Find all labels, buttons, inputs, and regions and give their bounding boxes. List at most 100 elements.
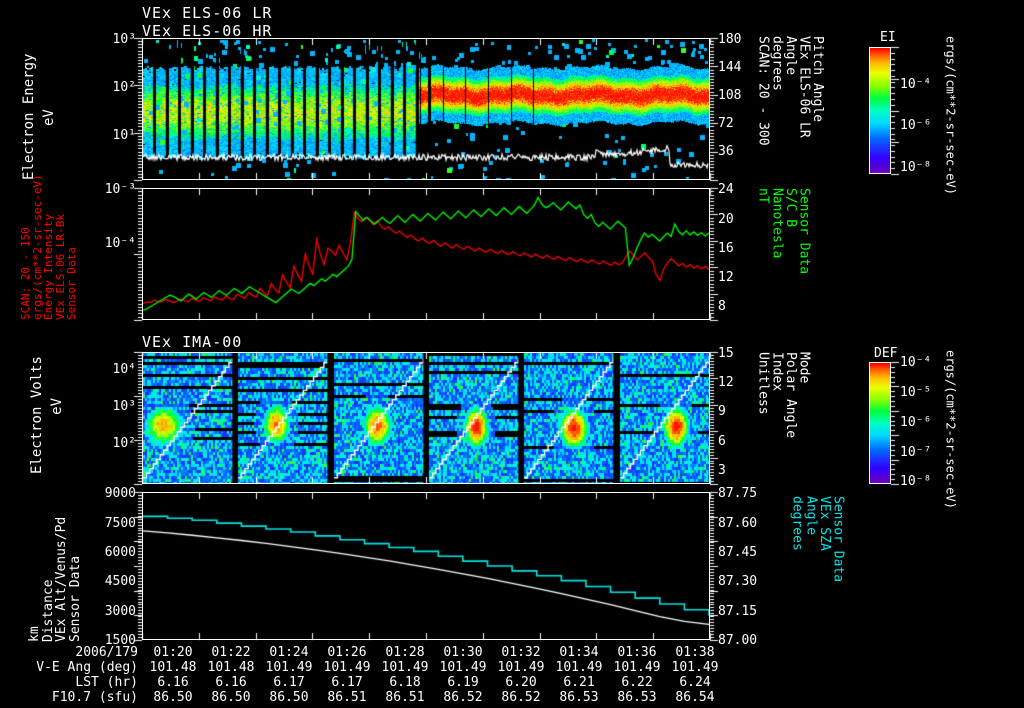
panel1-ytick-0: 10³ (112, 32, 136, 47)
colorbar1-tick-0: 10⁻⁴ (900, 77, 932, 92)
panel2-y2tick-2: 16 (718, 241, 734, 256)
panel1-left-axis-label: Electron Energy (21, 40, 37, 180)
panel2-y2tick-1: 20 (718, 212, 734, 227)
panel4-left-axis-line2: Distance (40, 579, 56, 642)
panel1-title-line1: VEx ELS-06 LR (142, 4, 273, 22)
panel1-y2tick-3: 72 (718, 116, 734, 131)
colorbar2-tick-2: 10⁻⁶ (900, 415, 932, 430)
colorbar1-tick-1: 10⁻⁶ (900, 118, 932, 133)
panel3-right-axis-line3: Unitless (755, 352, 771, 415)
panel4-ytick-3: 4500 (104, 574, 136, 589)
panel3-right-axis-label: Mode Polar Angle Index Unitless (755, 352, 812, 484)
panel3-y2tick-1: 12 (718, 375, 734, 390)
panel3-right-axis-line2: Index (769, 352, 785, 392)
panel2-left-axis-line2: Energy Intensity (42, 214, 56, 320)
table-cell: 6.20 (505, 675, 537, 690)
panel2-right-axis-label: Sensor Data S/C B Nanotesla nT (755, 188, 812, 320)
colorbar1-units: ergs/(cm**2-sr-sec-eV) (943, 36, 958, 195)
table-cell: 01:36 (617, 645, 657, 660)
table-cell: 86.53 (617, 690, 657, 705)
panel2-ytick-0: 10⁻³ (104, 182, 136, 197)
panel2-right-axis-line2: Nanotesla (769, 188, 785, 259)
panel1-right-axis-line0: Pitch Angle (810, 36, 826, 123)
panel4-right-axis-line2: Angle (803, 496, 819, 536)
panel4-ytick-1: 7500 (104, 516, 136, 531)
panel2-left-axis-line4: SCAN: 20 - 150 (19, 227, 32, 320)
panel2-y2tick-0: 24 (718, 182, 734, 197)
table-cell: 101.49 (439, 660, 487, 675)
table-cell: 101.49 (555, 660, 603, 675)
panel4-left-axis-line3: km (27, 626, 42, 642)
panel1-right-axis-label: Pitch Angle VEx ELS-06 LR Angle degrees … (756, 36, 826, 182)
panel3-plot-area[interactable] (142, 352, 710, 484)
panel2-right-axis-line0: Sensor Data (796, 188, 812, 275)
table-row-label: 2006/179 (75, 645, 138, 660)
table-row-label: V-E Ang (deg) (36, 660, 138, 675)
table-cell: 86.51 (385, 690, 425, 705)
table-cell: 86.50 (153, 690, 193, 705)
panel4-right-axis-line1: VEx SZA (816, 496, 832, 551)
panel3-ytick-0: 10⁴ (112, 362, 136, 377)
panel2-left-axis-line1: VEx ELS-06 LR-Bk (53, 214, 67, 320)
bottom-axis-table: 2006/179 01:20 01:22 01:24 01:26 01:28 01:30 01… (0, 645, 724, 705)
colorbar2-title: DEF (874, 346, 898, 361)
panel1-y2tick-2: 108 (718, 88, 742, 103)
panel1-ytick-1: 10² (112, 80, 136, 95)
panel3-y2tick-3: 6 (718, 434, 726, 449)
table-cell: 01:20 (153, 645, 193, 660)
table-cell: 01:32 (501, 645, 541, 660)
colorbar1-units-text: ergs/(cm**2-sr-sec-eV) (943, 36, 958, 195)
panel1-plot-area[interactable] (142, 38, 710, 180)
table-cell: 01:24 (269, 645, 309, 660)
colorbar1-title: EI (880, 30, 896, 45)
table-row-label: LST (hr) (75, 675, 138, 690)
table-cell: 86.52 (443, 690, 483, 705)
table-cell: 101.49 (613, 660, 661, 675)
table-cell: 6.19 (447, 675, 479, 690)
table-cell: 101.49 (497, 660, 545, 675)
table-cell: 86.51 (327, 690, 367, 705)
panel4-left-axis-label: Sensor Data VEx Alt/Venus/Pd Distance km (27, 496, 83, 642)
panel4-plot-area[interactable] (142, 492, 710, 640)
table-cell: 01:26 (327, 645, 367, 660)
table-cell: 101.48 (149, 660, 197, 675)
panel4-left-axis-line1: VEx Alt/Venus/Pd (54, 516, 70, 642)
panel2-right-axis-line3: nT (755, 188, 771, 204)
panel2-left-axis-line3: ergs/(cm**2-sr-sec-eV) (30, 174, 44, 320)
panel2-plot-area[interactable] (142, 188, 710, 320)
table-cell: 101.49 (265, 660, 313, 675)
panel1-y2tick-1: 144 (718, 60, 742, 75)
table-cell: 6.16 (157, 675, 189, 690)
table-row-date: 2006/179 01:20 01:22 01:24 01:26 01:28 01:30 01… (0, 645, 724, 660)
panel4-y2tick-4: 87.15 (718, 604, 758, 619)
colorbar1-tick-2: 10⁻⁸ (900, 160, 932, 175)
panel4-right-axis-line3: degrees (789, 496, 805, 551)
panel4-y2tick-3: 87.30 (718, 574, 758, 589)
panel3-right-axis-line0: Mode (796, 352, 812, 384)
table-cell: 6.17 (331, 675, 363, 690)
table-cell: 86.54 (675, 690, 715, 705)
panel4-y2tick-1: 87.60 (718, 516, 758, 531)
table-cell: 01:28 (385, 645, 425, 660)
table-cell: 101.49 (671, 660, 719, 675)
table-row-lst: LST (hr) 6.16 6.16 6.17 6.17 6.18 6.19 6.20 6.21… (0, 675, 724, 690)
colorbar2-tick-3: 10⁻⁷ (900, 445, 932, 460)
panel4-right-axis-label: Sensor Data VEx SZA Angle degrees (789, 496, 846, 642)
table-cell: 86.50 (211, 690, 251, 705)
panel1-right-axis-line2: Angle (782, 36, 798, 76)
panel1-y2tick-4: 36 (718, 144, 734, 159)
colorbar2-tick-1: 10⁻⁵ (900, 385, 932, 400)
table-cell: 01:38 (675, 645, 715, 660)
panel2-y2tick-4: 8 (718, 299, 726, 314)
table-cell: 101.49 (381, 660, 429, 675)
table-cell: 86.53 (559, 690, 599, 705)
panel4-ytick-2: 6000 (104, 545, 136, 560)
panel1-left-axis-label-text: Electron Energy (21, 53, 37, 180)
table-cell: 6.18 (389, 675, 421, 690)
panel1-ytick-2: 10¹ (112, 128, 136, 143)
panel1-right-axis-line1: VEx ELS-06 LR (796, 36, 812, 138)
table-cell: 6.22 (621, 675, 653, 690)
table-cell: 101.49 (323, 660, 371, 675)
panel1-right-axis-line3: degrees (769, 36, 785, 91)
panel2-ytick-1: 10⁻⁴ (104, 236, 136, 251)
